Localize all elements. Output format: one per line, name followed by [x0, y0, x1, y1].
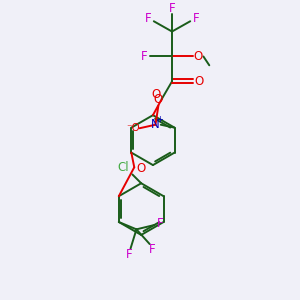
Text: O: O	[194, 75, 204, 88]
Text: F: F	[193, 12, 200, 25]
Text: ⁻O: ⁻O	[126, 123, 140, 133]
Text: F: F	[126, 248, 132, 261]
Text: O: O	[136, 162, 145, 175]
Text: F: F	[157, 217, 164, 230]
Text: O: O	[154, 93, 163, 106]
Text: Cl: Cl	[117, 160, 128, 174]
Text: N: N	[151, 118, 160, 131]
Text: O: O	[152, 88, 161, 100]
Text: F: F	[169, 2, 175, 15]
Text: F: F	[145, 12, 151, 25]
Text: +: +	[156, 115, 163, 124]
Text: F: F	[149, 243, 156, 256]
Text: F: F	[141, 50, 147, 63]
Text: O: O	[194, 50, 203, 63]
